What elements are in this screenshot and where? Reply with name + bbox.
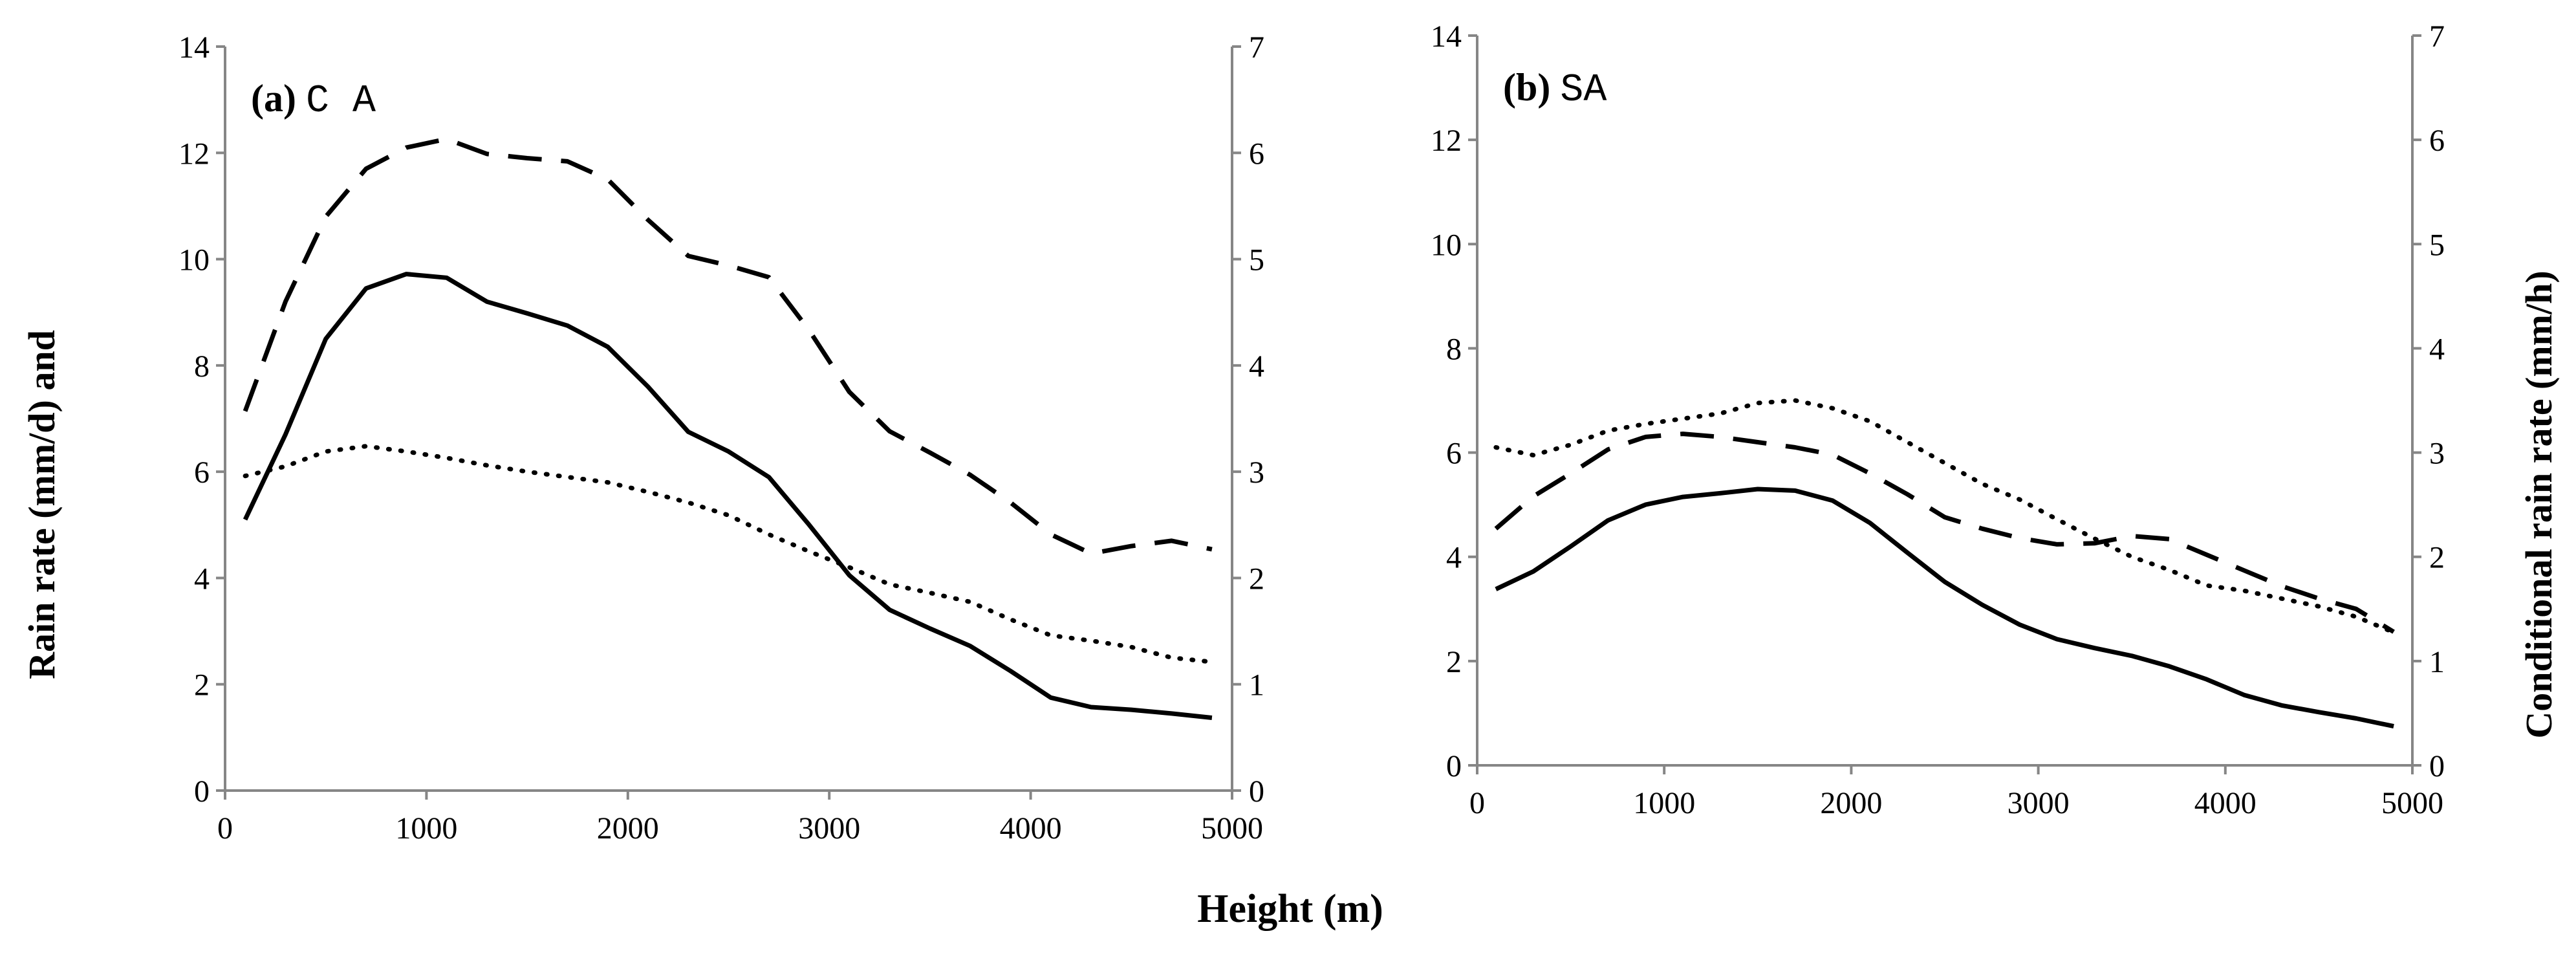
panel-a-x-tick-label: 1000	[395, 811, 457, 846]
panel-b-right-tick-label: 0	[2429, 749, 2445, 783]
panel-b-series-solid	[1495, 486, 2394, 729]
panel-b-series-dotted	[1493, 398, 2396, 635]
panel-b-x-tick-label: 1000	[1633, 786, 1695, 820]
panel-a-right-tick-label: 4	[1249, 349, 1264, 384]
panel-b-panel-label: (b) SA	[1503, 66, 1607, 113]
panel-a-x-tick-label: 3000	[798, 811, 860, 846]
left-axis-label: Rain rate (mm/d) and	[21, 330, 63, 679]
panel-b-left-tick-label: 14	[1431, 19, 1462, 54]
panel-a-right-tick-label: 6	[1249, 137, 1264, 171]
panel-b-x-tick-label: 0	[1469, 786, 1485, 820]
panel-b-left-tick-label: 10	[1431, 228, 1462, 262]
panel-a-right-tick-label: 5	[1249, 243, 1264, 278]
panel-a-right-tick-label: 3	[1249, 455, 1264, 490]
panel-b-x-tick-label: 3000	[2008, 786, 2070, 820]
panel-a-x-tick-label: 4000	[1000, 811, 1062, 846]
panel-a-left-tick-label: 10	[179, 243, 210, 278]
right-axis-label: Conditional rain rate (mm/h)	[2518, 270, 2560, 738]
panel-b-right-tick-label: 1	[2429, 645, 2445, 679]
panel-a-panel-tag: (a)	[251, 77, 306, 120]
panel-a-series-solid	[243, 272, 1213, 720]
panel-b-right-tick-label: 5	[2429, 228, 2445, 262]
panel-a-x-tick-label: 2000	[597, 811, 659, 846]
panel-a-right-tick-label: 1	[1249, 668, 1264, 703]
x-axis-label: Height (m)	[1197, 887, 1383, 931]
panel-a-left-tick-label: 2	[194, 668, 210, 703]
panel-a-left-tick-label: 6	[194, 455, 210, 490]
panel-b-panel-name: SA	[1560, 69, 1607, 113]
panel-a-right-tick-label: 2	[1249, 562, 1264, 596]
panel-a-left-tick-label: 4	[194, 562, 210, 596]
panel-b-left-tick-label: 4	[1446, 541, 1462, 575]
panel-a-left-tick-label: 0	[194, 774, 210, 809]
panel-b-series-dashed	[1494, 432, 2395, 634]
panel-b-left-tick-label: 6	[1446, 437, 1462, 471]
panel-a-series-dashed	[243, 137, 1213, 556]
panel-b-left-tick-label: 12	[1431, 124, 1462, 158]
panel-a-panel-name: C A	[306, 80, 376, 124]
panel-a-x-tick-label: 0	[217, 811, 233, 846]
panel-b-x-tick-label: 2000	[1820, 786, 1882, 820]
panel-b-panel-tag: (b)	[1503, 66, 1560, 109]
panel-b-right-tick-label: 6	[2429, 124, 2445, 158]
panel-b-right-tick-label: 2	[2429, 541, 2445, 575]
panel-b-right-tick-label: 4	[2429, 332, 2445, 366]
panel-a-x-tick-label: 5000	[1201, 811, 1263, 846]
panel-a-left-tick-label: 14	[179, 30, 210, 65]
panel-b-x-tick-label: 4000	[2194, 786, 2257, 820]
panel-b-x-tick-label: 5000	[2381, 786, 2443, 820]
panel-b-left-tick-label: 2	[1446, 645, 1462, 679]
panel-b-left-tick-label: 0	[1446, 749, 1462, 783]
panel-b-right-tick-label: 7	[2429, 19, 2445, 54]
panel-a-panel-label: (a) C A	[251, 77, 376, 124]
panel-a-right-tick-label: 7	[1249, 30, 1264, 65]
panel-a-series-dotted	[243, 444, 1215, 664]
panel-a-left-tick-label: 12	[179, 137, 210, 171]
panel-b-left-tick-label: 8	[1446, 332, 1462, 366]
panel-a-right-tick-label: 0	[1249, 774, 1264, 809]
panel-b-right-tick-label: 3	[2429, 437, 2445, 471]
panel-a-left-tick-label: 8	[194, 349, 210, 384]
